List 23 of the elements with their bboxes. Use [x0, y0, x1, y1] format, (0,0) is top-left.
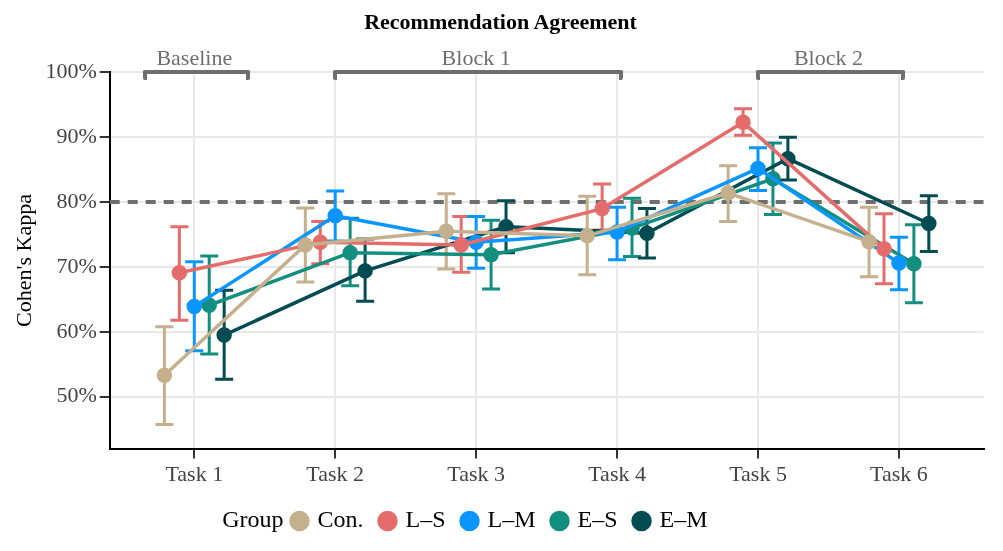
legend-label: E–M: [659, 506, 708, 533]
y-tick-label: 80%: [56, 187, 97, 213]
y-tick-label: 70%: [56, 252, 97, 278]
x-tick-label: Task 4: [588, 460, 646, 486]
legend-label: L–M: [487, 506, 536, 533]
text: Baseline: [156, 45, 233, 71]
x-tick-label: Task 2: [306, 460, 365, 486]
legend-label: Con.: [317, 506, 364, 533]
x-tick-label: Task 1: [165, 460, 224, 486]
legend-label: E–S: [577, 506, 618, 533]
y-tick-label: 90%: [56, 123, 97, 149]
x-tick-label: Task 5: [729, 460, 787, 486]
y-tick-label: 50%: [56, 382, 97, 408]
y-tick-label: 100%: [45, 58, 97, 84]
x-tick-label: Task 6: [870, 460, 928, 486]
legend-title: Group: [222, 506, 284, 533]
y-axis-title: Cohen's Kappa: [10, 193, 36, 327]
legend-label: L–S: [405, 506, 446, 533]
y-tick-label: 60%: [56, 317, 97, 343]
chart-title: Recommendation Agreement: [364, 8, 638, 34]
text: Block 2: [793, 45, 864, 71]
text: Block 1: [441, 45, 511, 71]
x-tick-label: Task 3: [447, 460, 506, 486]
